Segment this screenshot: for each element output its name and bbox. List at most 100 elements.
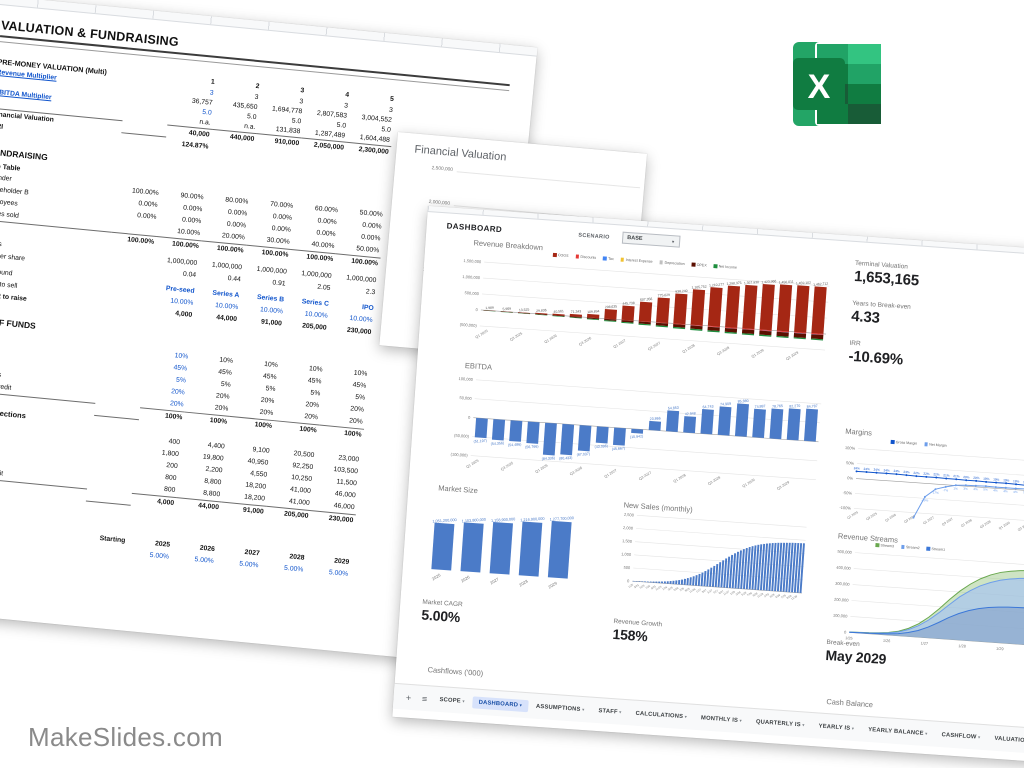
svg-text:-100%: -100% [839,505,851,511]
sheet-tab-calculations[interactable]: CALCULATIONS [629,707,693,723]
svg-text:0%: 0% [847,475,854,480]
svg-text:(500,000): (500,000) [460,322,478,328]
kpi-revenue-growth-value: 158% [612,625,649,645]
svg-text:24%: 24% [873,468,880,472]
svg-text:200,000: 200,000 [834,597,850,603]
svg-text:1/26: 1/26 [883,639,891,644]
legend-item: Net Income [713,264,737,270]
svg-text:Q3 2026: Q3 2026 [569,466,583,477]
svg-text:(80,433): (80,433) [559,456,573,461]
svg-text:Q1 2028: Q1 2028 [673,473,687,484]
svg-text:775,029: 775,029 [658,293,671,298]
sheet-tab-assumptions[interactable]: ASSUMPTIONS [530,700,591,716]
svg-text:Q3 2028: Q3 2028 [979,519,992,529]
svg-text:9/29: 9/29 [786,593,793,599]
svg-text:7/28: 7/28 [746,591,753,597]
svg-text:4%: 4% [1003,489,1008,493]
svg-text:Q1 2025: Q1 2025 [466,459,480,470]
sheet-tab-valuation[interactable]: VALUATION [988,732,1024,748]
svg-text:(100,000): (100,000) [450,452,468,458]
svg-text:5/27: 5/27 [707,588,714,594]
svg-text:2025: 2025 [431,572,442,581]
svg-text:2029: 2029 [547,580,558,589]
sheet-tab-staff[interactable]: STAFF [592,704,628,718]
svg-text:1/25: 1/25 [627,582,634,588]
svg-text:1/29: 1/29 [996,647,1004,652]
svg-text:9/25: 9/25 [650,584,657,590]
sheet-tab-yearly-balance[interactable]: YEARLY BALANCE [862,723,934,740]
svg-text:5/25: 5/25 [639,583,646,589]
svg-text:82,270: 82,270 [789,404,800,409]
svg-text:11/29: 11/29 [790,594,798,601]
watermark-makeslides: MakeSlides.com [28,722,223,752]
svg-text:Q3 2025: Q3 2025 [509,331,523,342]
kpi-years-to-breakeven-value: 4.33 [850,307,881,327]
svg-text:100,000: 100,000 [458,376,474,382]
svg-text:300,000: 300,000 [835,581,851,587]
svg-text:3/27: 3/27 [701,588,708,594]
svg-text:24%: 24% [883,468,890,472]
add-sheet-button[interactable]: + [405,692,412,703]
svg-text:100,000: 100,000 [833,613,849,619]
svg-text:-7%: -7% [943,488,949,492]
svg-text:Q3 2025: Q3 2025 [500,461,514,472]
svg-text:3/26: 3/26 [667,585,674,591]
svg-text:2027: 2027 [489,576,500,585]
sheet-tab-monthly-is[interactable]: MONTHLY IS [695,711,749,727]
svg-text:Q3 2025: Q3 2025 [865,511,878,521]
svg-text:24%: 24% [893,469,900,473]
svg-text:20%: 20% [973,476,980,480]
svg-text:-17%: -17% [931,490,939,495]
svg-text:3/25: 3/25 [633,583,640,589]
sheet-tab-scope[interactable]: SCOPE [433,693,471,708]
ebitda-chart: 100,000 50,000 0 (50,000) (100,000)Q1 2025 Q3… [450,376,822,491]
svg-text:400,000: 400,000 [836,565,852,571]
svg-text:1,051,200,000: 1,051,200,000 [432,518,457,524]
svg-text:11/26: 11/26 [688,587,696,594]
svg-text:500,000: 500,000 [464,290,480,296]
sheet-tab-quarterly-is[interactable]: QUARTERLY IS [750,715,812,731]
svg-text:2026: 2026 [460,574,471,583]
svg-text:50,000: 50,000 [459,395,472,401]
svg-text:78,765: 78,765 [772,404,783,409]
sheet-tab-dashboard[interactable]: DASHBOARD [472,695,529,712]
svg-text:Q1 2025: Q1 2025 [846,510,859,520]
svg-text:22%: 22% [933,472,940,476]
svg-text:50%: 50% [846,460,855,466]
svg-text:5,969: 5,969 [502,307,511,312]
scenario-label: SCENARIO [578,232,610,241]
svg-text:1%: 1% [953,487,958,491]
dashboard-sheet: DASHBOARD SCENARIO BASE ▼ Revenue Breakd… [392,206,1024,763]
svg-text:Q1 2026: Q1 2026 [535,463,549,474]
all-sheets-menu-button[interactable]: ≡ [421,693,428,704]
svg-text:(84,336): (84,336) [542,456,556,461]
sheet-tabs: SCOPEDASHBOARDASSUMPTIONSSTAFFCALCULATIO… [433,693,1024,747]
svg-text:1/27: 1/27 [921,641,929,646]
kpi-break-even-value: May 2029 [825,646,887,668]
svg-text:1/29: 1/29 [763,592,770,598]
chevron-down-icon: ▼ [671,238,676,244]
sheet-tab-cashflow[interactable]: CASHFLOW [935,728,987,744]
svg-text:1,357,930: 1,357,930 [744,280,759,285]
scenario-dropdown[interactable]: BASE ▼ [621,231,681,248]
svg-text:9/28: 9/28 [752,591,759,597]
market-size-chart: 2025 2026 2027 2028 2029 1,051,200,000 1,103,8… [431,516,574,590]
svg-text:1,210,277: 1,210,277 [709,282,724,287]
svg-text:1/28: 1/28 [729,590,736,596]
svg-text:Q1 2027: Q1 2027 [604,468,618,479]
svg-text:1,105,752: 1,105,752 [691,285,706,290]
svg-text:-45%: -45% [921,498,929,503]
svg-text:Q3 2028: Q3 2028 [716,346,730,357]
svg-text:Q1 2026: Q1 2026 [544,334,558,345]
svg-text:22%: 22% [923,472,930,476]
legend-item: Discounts [575,254,596,260]
svg-text:0: 0 [627,578,630,583]
svg-text:1,000,000: 1,000,000 [462,274,481,280]
svg-text:1,000: 1,000 [621,551,632,557]
sheet-tab-yearly-is[interactable]: YEARLY IS [812,720,860,735]
svg-text:-50%: -50% [843,490,853,496]
svg-text:Q1 2029: Q1 2029 [998,521,1011,531]
svg-text:1,459,102: 1,459,102 [796,281,811,286]
chart-title-margins: Margins [844,426,873,438]
svg-text:23,866: 23,866 [650,416,661,421]
